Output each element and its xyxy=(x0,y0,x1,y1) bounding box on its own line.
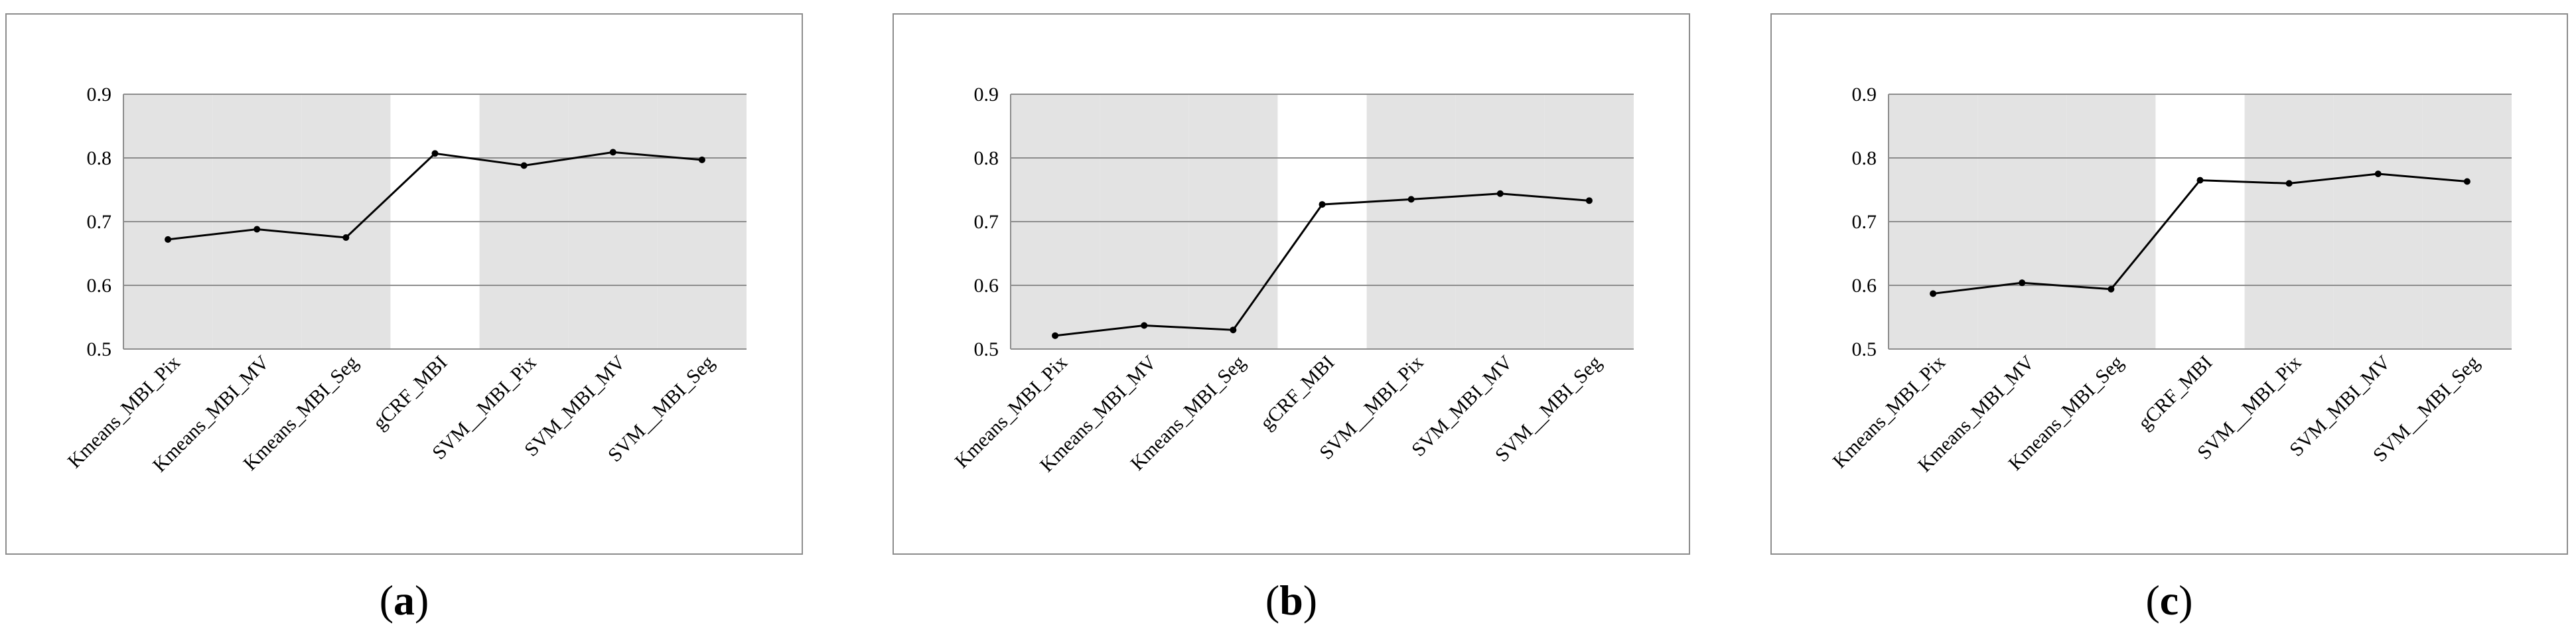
chart-svg-c: 0.50.60.70.80.9Kmeans_MBI_PixKmeans_MBI_… xyxy=(1829,84,2512,476)
x-tick-label: gCRF_MBI xyxy=(2134,352,2217,435)
data-point xyxy=(2374,171,2382,177)
y-tick-label: 0.9 xyxy=(87,84,112,106)
caption-letter-a: a xyxy=(394,577,415,624)
data-point xyxy=(1407,196,1415,203)
chart-svg-b: 0.50.60.70.80.9Kmeans_MBI_PixKmeans_MBI_… xyxy=(951,84,1634,476)
y-tick-label: 0.6 xyxy=(974,275,999,297)
data-point xyxy=(1496,190,1504,197)
caption-a: (a) xyxy=(379,577,429,624)
data-point xyxy=(1230,326,1237,334)
y-tick-label: 0.7 xyxy=(974,211,999,233)
data-point xyxy=(1141,322,1148,329)
data-point xyxy=(2108,285,2115,293)
data-point xyxy=(1319,201,1326,208)
data-point xyxy=(609,149,616,156)
caption-c: (c) xyxy=(2145,577,2193,624)
data-point xyxy=(1052,332,1059,339)
data-point xyxy=(253,226,261,233)
chart-panel-a: 0.5 0.6 0.7 0.8 0.9 Kmeans_MBI_Pix Kmeans_MBI_… xyxy=(5,13,803,555)
data-point xyxy=(2285,180,2293,187)
data-point xyxy=(1585,197,1593,204)
data-point xyxy=(2019,279,2026,287)
caption-letter-c: c xyxy=(2159,577,2179,624)
caption-letter-b: b xyxy=(1279,577,1303,624)
x-tick-label: gCRF_MBI xyxy=(1256,352,1339,435)
y-tick-label: 0.6 xyxy=(1852,275,1877,297)
y-tick-label: 0.5 xyxy=(1852,338,1877,360)
data-point xyxy=(431,150,439,157)
y-tick-label: 0.6 xyxy=(87,275,112,297)
y-tick-label: 0.9 xyxy=(1852,84,1877,106)
chart-panel-c: 0.5 0.6 0.7 0.8 0.9 Kmeans_MBI_Pix Kmeans_MBI_… xyxy=(1770,13,2568,555)
chart-svg-a: 0.50.60.70.80.9Kmeans_MBI_PixKmeans_MBI_… xyxy=(64,84,747,476)
y-tick-label: 0.5 xyxy=(974,338,999,360)
data-point xyxy=(520,162,528,169)
data-point xyxy=(2463,178,2470,185)
y-tick-label: 0.7 xyxy=(1852,211,1877,233)
data-point xyxy=(698,156,705,163)
data-point xyxy=(342,234,350,241)
chart-panel-b: 0.5 0.6 0.7 0.8 0.9 Kmeans_MBI_Pix Kmeans_MBI_… xyxy=(893,13,1690,555)
data-point xyxy=(2196,177,2204,184)
y-tick-label: 0.8 xyxy=(87,147,112,169)
y-tick-label: 0.9 xyxy=(974,84,999,106)
y-tick-label: 0.8 xyxy=(1852,147,1877,169)
x-tick-label: gCRF_MBI xyxy=(369,352,452,435)
data-point xyxy=(1930,290,1937,297)
y-tick-label: 0.8 xyxy=(974,147,999,169)
caption-b: (b) xyxy=(1265,577,1318,624)
y-tick-label: 0.5 xyxy=(87,338,112,360)
y-tick-label: 0.7 xyxy=(87,211,112,233)
data-point xyxy=(165,236,172,243)
